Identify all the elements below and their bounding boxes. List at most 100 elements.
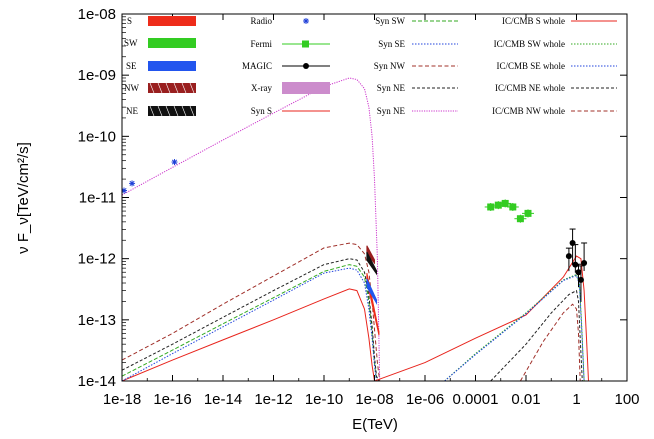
fermi-marker (501, 199, 509, 207)
y-tick-label: 1e-10 (78, 128, 116, 145)
radio-point (171, 159, 178, 166)
series-line (122, 258, 380, 381)
region-tag-swatch (148, 61, 196, 71)
swatch-hatch (189, 105, 195, 117)
magic-point (577, 265, 584, 302)
region-tag-label: NW (124, 83, 139, 93)
series-line (122, 242, 381, 381)
magic-point (565, 247, 572, 272)
legend-label: Syn NE (377, 106, 406, 116)
fermi-marker (509, 203, 517, 211)
y-axis-title: ν F_ν[TeV/cm²/s] (15, 142, 32, 254)
radio-point-stroke (129, 180, 135, 186)
y-tick-label: 1e-12 (78, 251, 116, 268)
x-tick-label: 1 (572, 391, 580, 408)
plot-area (122, 77, 589, 381)
swatch-hatch (157, 105, 163, 117)
legend-label: Syn NW (374, 61, 406, 71)
region-tag-label: SW (124, 38, 138, 48)
magic-point (575, 263, 582, 288)
legend-radio-stroke (303, 18, 309, 24)
x-tick-label: 0.0001 (453, 391, 499, 408)
region-tag-swatch (148, 83, 196, 93)
legend-label: IC/CMB SE whole (496, 61, 565, 71)
swatch-hatch (189, 82, 195, 94)
magic-point (572, 244, 579, 273)
x-tick-label: 1e-12 (254, 391, 292, 408)
fermi-point (514, 214, 527, 223)
x-tick-label: 1e-08 (355, 391, 393, 408)
magic-marker (581, 259, 588, 266)
x-tick-label: 1e-14 (204, 391, 242, 408)
fermi-point (484, 202, 497, 211)
xray-bowtie (366, 245, 375, 265)
legend-label: Syn SE (378, 39, 405, 49)
fermi-point (499, 199, 512, 208)
x-tick-label: 1e-16 (153, 391, 191, 408)
radio-point-stroke (171, 159, 178, 165)
series-line (444, 273, 585, 381)
region-tag-label: SE (126, 61, 137, 71)
legend-label: Syn NE (377, 83, 406, 93)
x-tick-label: 100 (614, 391, 639, 408)
y-tick-label: 1e-14 (78, 373, 116, 390)
legend-label: IC/CMB NE whole (495, 83, 565, 93)
series-line (490, 289, 583, 381)
x-tick-label: 1e-18 (103, 391, 141, 408)
region-tag-label: NE (126, 106, 138, 116)
x-tick-label: 1e-10 (305, 391, 343, 408)
xray-bowtie (366, 278, 377, 305)
swatch-hatch (173, 82, 179, 94)
magic-marker (572, 261, 579, 268)
legend-label: Radio (251, 16, 273, 26)
axis-ticks (121, 13, 628, 382)
series-line (374, 255, 589, 381)
radio-point (129, 180, 136, 187)
legend-radio-symbol (303, 18, 309, 24)
fermi-marker (524, 209, 532, 217)
magic-marker (565, 253, 572, 260)
magic-marker (577, 276, 584, 283)
legend-label: IC/CMB SW whole (494, 39, 565, 49)
x-tick-label: 0.01 (511, 391, 540, 408)
series-markers (122, 159, 588, 336)
series-curves (122, 77, 589, 381)
region-tag-swatch (148, 106, 196, 116)
fermi-marker (487, 203, 495, 211)
radio-point-stroke (122, 187, 127, 194)
y-tick-label: 1e-13 (78, 312, 116, 329)
legend-fermi-marker (302, 40, 309, 48)
magic-point (581, 242, 588, 271)
series-line (122, 288, 375, 381)
xray-bowtie (366, 251, 377, 276)
y-tick-labels: 1e-08 1e-09 1e-10 1e-11 1e-12 1e-13 1e-14 (78, 6, 116, 390)
x-axis-title: E(TeV) (352, 416, 398, 433)
swatch-hatch (165, 82, 171, 94)
magic-marker (569, 240, 576, 247)
region-tag-swatch (148, 16, 196, 26)
legend-label: MAGIC (242, 61, 272, 71)
swatch-hatch (157, 82, 163, 94)
legend-label: X-ray (251, 83, 272, 93)
fermi-point (506, 202, 519, 211)
legend-label: IC/CMB S whole (502, 16, 565, 26)
fermi-marker (494, 201, 502, 209)
region-tag-label: S (127, 16, 132, 26)
swatch-hatch (165, 105, 171, 117)
swatch-hatch (149, 105, 155, 117)
legend-label: Fermi (251, 39, 273, 49)
magic-marker (575, 269, 582, 276)
fermi-marker (516, 215, 524, 223)
series-line (519, 303, 581, 381)
swatch-hatch (173, 105, 179, 117)
legend-magic-marker (303, 63, 309, 69)
region-tag-swatch (148, 38, 196, 48)
radio-point (122, 187, 127, 194)
legend-label: Syn S (251, 106, 272, 116)
region-tags: S SW SE NW NE (124, 16, 196, 117)
x-tick-label: 1e-06 (406, 391, 444, 408)
legend-label: Syn SW (375, 16, 405, 26)
swatch-hatch (149, 82, 155, 94)
legend: Radio Fermi MAGIC X-ray Syn S Syn SW Syn SE Syn… (242, 16, 617, 116)
